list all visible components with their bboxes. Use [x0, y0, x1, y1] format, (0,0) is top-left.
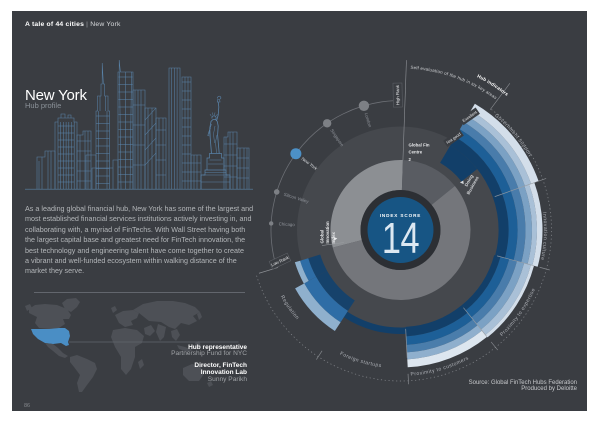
svg-text:Singapore: Singapore	[329, 128, 345, 148]
svg-text:New York: New York	[300, 156, 319, 171]
svg-text:Self evaluation of the hub in: Self evaluation of the hub in six key ar…	[410, 65, 498, 101]
svg-text:14: 14	[382, 214, 419, 263]
svg-text:INDEX SCORE: INDEX SCORE	[380, 213, 422, 218]
svg-text:Regulation: Regulation	[279, 294, 300, 321]
svg-text:Innovation culture: Innovation culture	[539, 212, 548, 261]
svg-text:High Rank: High Rank	[395, 84, 400, 105]
svg-text:Chicago: Chicago	[279, 221, 296, 227]
svg-text:London: London	[364, 112, 373, 128]
svg-text:Foreign startups: Foreign startups	[339, 351, 382, 369]
